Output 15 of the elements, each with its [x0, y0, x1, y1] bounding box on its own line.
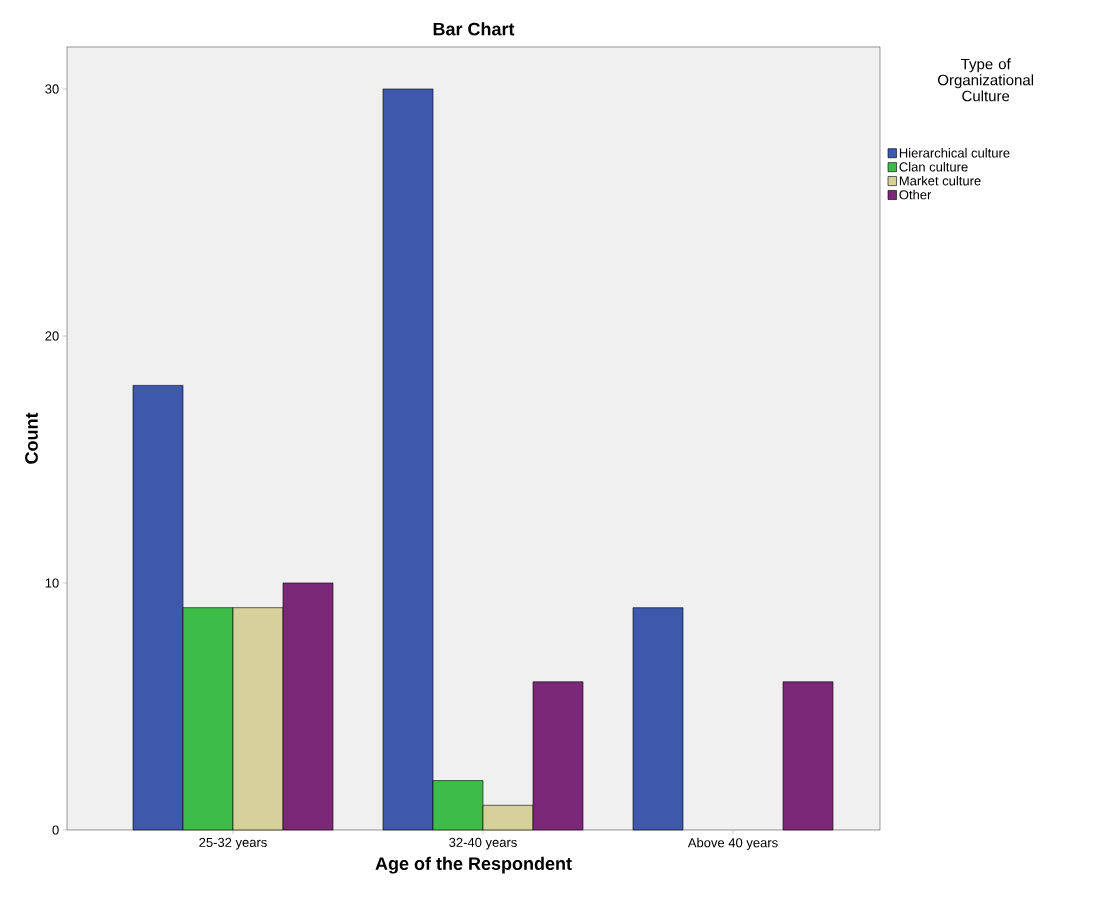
- x-axis-title: Age of the Respondent: [375, 856, 572, 874]
- legend-label: Market culture: [899, 175, 981, 186]
- y-tick-label: 10: [45, 578, 59, 588]
- x-tick-label: 25-32 years: [199, 837, 267, 850]
- x-tick-label: Above 40 years: [687, 837, 778, 850]
- y-tick-label: 30: [45, 84, 59, 94]
- x-tick-label: 32-40 years: [449, 837, 517, 850]
- legend-label: Other: [899, 189, 932, 200]
- y-tick-label: 0: [52, 825, 59, 835]
- chart-title: Bar Chart: [433, 22, 515, 36]
- legend-label: Clan culture: [899, 161, 968, 172]
- y-tick-label: 20: [45, 331, 59, 341]
- legend-title: Type of Organizational Culture: [938, 58, 1034, 102]
- legend-label: Hierarchical culture: [899, 148, 1010, 158]
- y-axis-title: Count: [25, 412, 38, 464]
